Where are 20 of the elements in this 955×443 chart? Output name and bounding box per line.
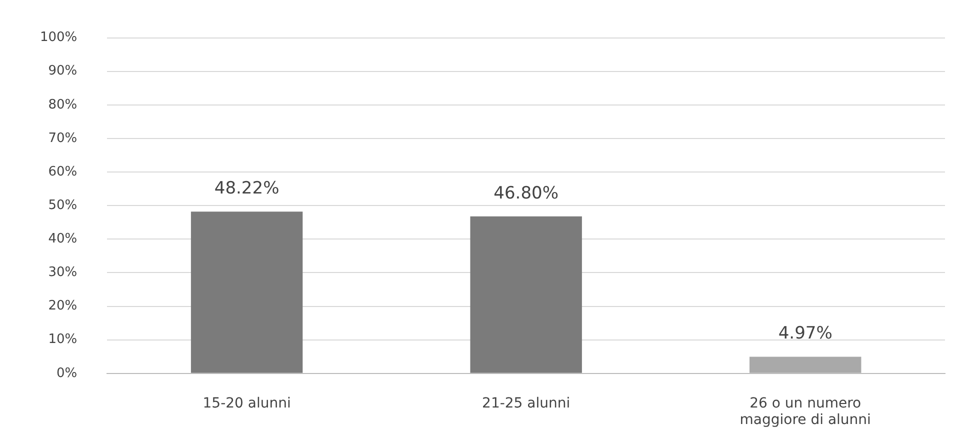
y-tick-label: 20% <box>48 298 78 314</box>
y-tick-label: 60% <box>48 164 78 180</box>
y-tick-label: 40% <box>48 232 78 247</box>
x-tick-label: 15-20 alunni <box>202 395 291 412</box>
y-tick-label: 10% <box>48 332 78 348</box>
y-tick-label: 50% <box>48 198 78 213</box>
y-tick-label: 100% <box>40 30 78 46</box>
y-tick-label: 30% <box>48 265 78 280</box>
y-tick-label: 0% <box>56 366 78 381</box>
y-tick-label: 80% <box>48 97 78 112</box>
bar <box>190 212 303 373</box>
bar <box>470 216 582 373</box>
x-tick-label: 26 o un numero maggiore di alunni <box>740 395 871 428</box>
data-label: 4.97% <box>778 324 832 344</box>
y-tick-label: 90% <box>48 64 78 79</box>
y-tick-label: 70% <box>48 130 78 146</box>
bar <box>750 356 862 373</box>
data-label: 48.22% <box>214 178 280 198</box>
x-tick-label: 21-25 alunni <box>482 395 570 412</box>
data-label: 46.80% <box>494 183 558 204</box>
